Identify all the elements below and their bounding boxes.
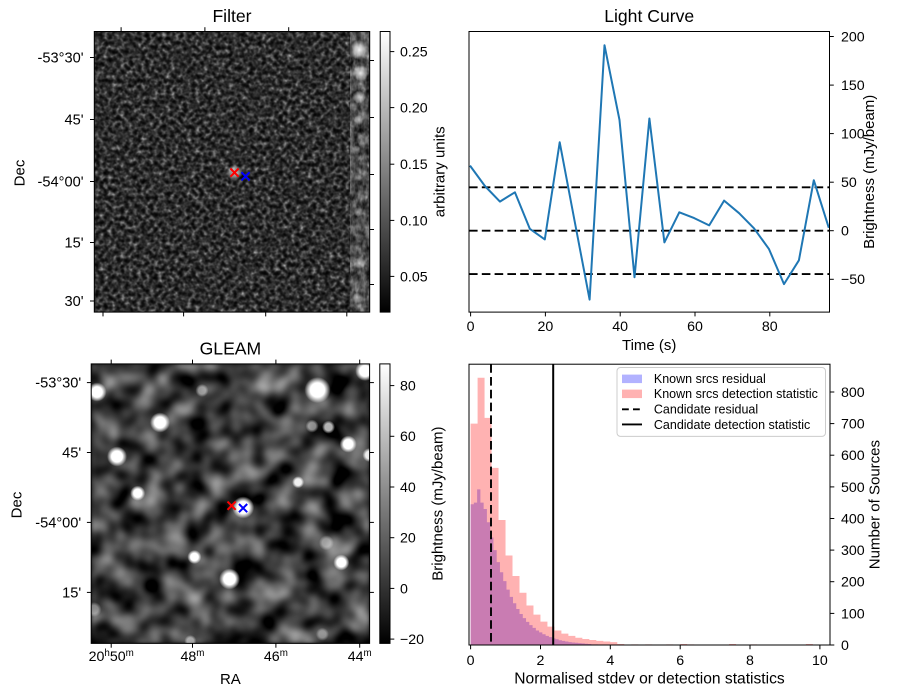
svg-text:Time (s): Time (s) — [622, 337, 676, 354]
svg-text:−20: −20 — [400, 632, 424, 648]
svg-text:60: 60 — [400, 429, 416, 445]
svg-text:80: 80 — [400, 379, 416, 395]
svg-text:0.20: 0.20 — [400, 101, 428, 117]
svg-text:20: 20 — [400, 531, 416, 547]
svg-text:46m: 46m — [264, 648, 288, 665]
svg-text:0.15: 0.15 — [400, 157, 428, 173]
svg-text:4: 4 — [606, 653, 614, 669]
svg-text:Brightness (mJy/beam): Brightness (mJy/beam) — [430, 426, 447, 580]
svg-text:15': 15' — [64, 235, 83, 251]
svg-text:Candidate detection statistic: Candidate detection statistic — [654, 418, 810, 432]
svg-text:Normalised stdev or detection: Normalised stdev or detection statistics — [514, 671, 785, 688]
svg-text:0: 0 — [467, 653, 475, 669]
svg-text:700: 700 — [841, 417, 865, 433]
svg-text:−50: −50 — [841, 272, 865, 288]
svg-text:100: 100 — [841, 606, 865, 622]
svg-text:50: 50 — [841, 175, 857, 191]
svg-text:15': 15' — [62, 585, 81, 601]
svg-text:40: 40 — [400, 480, 416, 496]
svg-text:45': 45' — [62, 445, 81, 461]
svg-text:0: 0 — [467, 319, 475, 335]
svg-text:100: 100 — [841, 127, 865, 143]
svg-text:GLEAM: GLEAM — [200, 339, 262, 359]
svg-text:0.10: 0.10 — [400, 213, 428, 229]
svg-text:arbitrary units: arbitrary units — [432, 126, 449, 217]
svg-text:150: 150 — [841, 78, 865, 94]
svg-text:-54°00': -54°00' — [35, 515, 81, 531]
svg-text:10: 10 — [812, 653, 828, 669]
svg-text:300: 300 — [841, 543, 865, 559]
svg-text:600: 600 — [841, 448, 865, 464]
svg-text:500: 500 — [841, 480, 865, 496]
svg-text:0: 0 — [841, 638, 849, 654]
svg-text:0.05: 0.05 — [400, 269, 428, 285]
svg-text:60: 60 — [687, 319, 703, 335]
svg-text:-53°30': -53°30' — [38, 50, 84, 66]
svg-text:Candidate residual: Candidate residual — [654, 403, 758, 417]
svg-text:Filter: Filter — [212, 6, 251, 26]
svg-text:0: 0 — [841, 224, 849, 240]
svg-text:Dec: Dec — [12, 159, 29, 186]
svg-text:40: 40 — [612, 319, 628, 335]
svg-text:45': 45' — [64, 112, 83, 128]
svg-text:200: 200 — [841, 29, 865, 45]
svg-text:0.25: 0.25 — [400, 45, 428, 61]
svg-text:Light Curve: Light Curve — [604, 6, 694, 26]
svg-text:20h50m: 20h50m — [89, 648, 134, 665]
svg-text:80: 80 — [762, 319, 778, 335]
svg-text:6: 6 — [676, 653, 684, 669]
svg-text:Known srcs residual: Known srcs residual — [654, 372, 766, 386]
svg-text:8: 8 — [746, 653, 754, 669]
svg-text:2: 2 — [537, 653, 545, 669]
svg-text:0: 0 — [400, 581, 408, 597]
svg-text:Known srcs detection statistic: Known srcs detection statistic — [654, 387, 818, 401]
svg-text:RA: RA — [220, 671, 241, 688]
svg-text:20: 20 — [538, 319, 554, 335]
svg-text:Brightness (mJy/beam): Brightness (mJy/beam) — [861, 95, 878, 249]
svg-text:800: 800 — [841, 385, 865, 401]
svg-text:Number of Sources: Number of Sources — [867, 440, 884, 569]
svg-text:30': 30' — [64, 294, 83, 310]
svg-text:Dec: Dec — [8, 491, 25, 518]
svg-text:400: 400 — [841, 511, 865, 527]
svg-text:44m: 44m — [348, 648, 372, 665]
svg-text:-53°30': -53°30' — [35, 376, 81, 392]
svg-text:48m: 48m — [181, 648, 205, 665]
svg-text:-54°00': -54°00' — [38, 174, 84, 190]
svg-text:200: 200 — [841, 575, 865, 591]
